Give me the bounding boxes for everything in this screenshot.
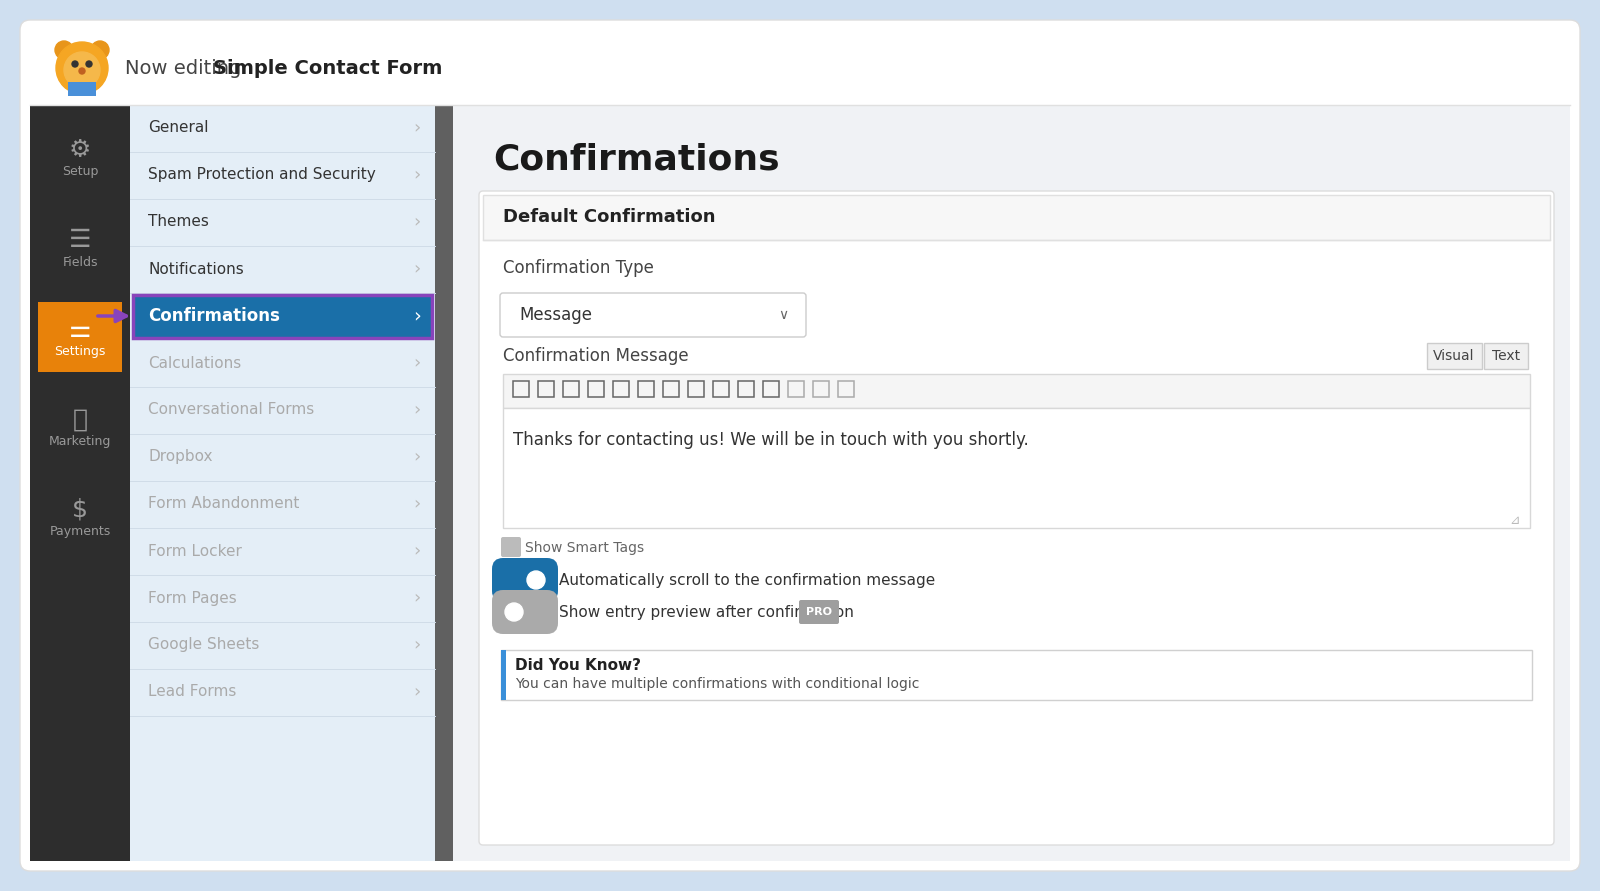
Text: ›: › <box>413 448 421 466</box>
Text: Confirmation Type: Confirmation Type <box>502 259 654 277</box>
Bar <box>501 650 1533 700</box>
Text: Show entry preview after confirmation: Show entry preview after confirmation <box>558 604 854 619</box>
Bar <box>30 105 130 861</box>
Bar <box>1427 343 1482 369</box>
Text: Thanks for contacting us! We will be in touch with you shortly.: Thanks for contacting us! We will be in … <box>514 431 1029 449</box>
Bar <box>130 105 435 861</box>
Text: ›: › <box>413 683 421 701</box>
Text: Marketing: Marketing <box>50 436 110 448</box>
Circle shape <box>56 42 109 94</box>
Bar <box>501 650 506 700</box>
Circle shape <box>72 61 78 67</box>
Circle shape <box>54 41 74 59</box>
Circle shape <box>64 52 99 88</box>
Bar <box>838 381 854 397</box>
Bar <box>589 381 605 397</box>
Bar <box>763 381 779 397</box>
Text: Conversational Forms: Conversational Forms <box>147 403 314 418</box>
Bar <box>483 195 1550 240</box>
Text: ›: › <box>413 166 421 184</box>
Text: Notifications: Notifications <box>147 261 243 276</box>
Text: ›: › <box>413 260 421 278</box>
Text: Confirmations: Confirmations <box>147 307 280 325</box>
Text: Google Sheets: Google Sheets <box>147 637 259 652</box>
Bar <box>38 302 122 372</box>
Text: ⚌: ⚌ <box>69 318 91 342</box>
Bar <box>133 295 432 338</box>
Text: Form Abandonment: Form Abandonment <box>147 496 299 511</box>
Bar <box>502 374 1530 408</box>
Text: Dropbox: Dropbox <box>147 449 213 464</box>
Text: Setup: Setup <box>62 166 98 178</box>
Bar <box>813 381 829 397</box>
Text: Fields: Fields <box>62 256 98 268</box>
Bar <box>662 381 678 397</box>
FancyBboxPatch shape <box>501 537 522 557</box>
Bar <box>613 381 629 397</box>
Text: ›: › <box>413 307 421 325</box>
Bar <box>688 381 704 397</box>
Text: ›: › <box>413 213 421 231</box>
Text: General: General <box>147 120 208 135</box>
Bar <box>502 408 1530 528</box>
Bar <box>538 381 554 397</box>
FancyBboxPatch shape <box>798 600 838 624</box>
Bar <box>638 381 654 397</box>
Circle shape <box>506 603 523 621</box>
Bar <box>453 105 1570 861</box>
Bar <box>563 381 579 397</box>
Text: Settings: Settings <box>54 346 106 358</box>
Bar <box>67 82 96 96</box>
FancyBboxPatch shape <box>499 293 806 337</box>
Text: ›: › <box>413 589 421 607</box>
Text: Did You Know?: Did You Know? <box>515 658 642 674</box>
Text: Themes: Themes <box>147 215 210 230</box>
Text: Automatically scroll to the confirmation message: Automatically scroll to the confirmation… <box>558 573 936 587</box>
Bar <box>738 381 754 397</box>
Bar <box>30 30 1570 105</box>
Text: PRO: PRO <box>806 607 832 617</box>
Text: ›: › <box>413 401 421 419</box>
Text: Form Locker: Form Locker <box>147 544 242 559</box>
FancyBboxPatch shape <box>19 20 1581 871</box>
Circle shape <box>86 61 93 67</box>
Text: ›: › <box>413 542 421 560</box>
Text: Payments: Payments <box>50 526 110 538</box>
FancyBboxPatch shape <box>493 590 558 634</box>
Bar <box>714 381 730 397</box>
Text: Calculations: Calculations <box>147 356 242 371</box>
Text: Confirmation Message: Confirmation Message <box>502 347 688 365</box>
Text: Message: Message <box>518 306 592 324</box>
Text: $: $ <box>72 498 88 522</box>
Text: ⚙: ⚙ <box>69 138 91 162</box>
Circle shape <box>526 571 546 589</box>
Bar <box>1485 343 1528 369</box>
Text: Lead Forms: Lead Forms <box>147 684 237 699</box>
Text: Visual: Visual <box>1434 349 1475 363</box>
Text: ›: › <box>413 495 421 513</box>
FancyBboxPatch shape <box>478 191 1554 845</box>
Circle shape <box>78 68 85 74</box>
Bar <box>787 381 805 397</box>
Text: Default Confirmation: Default Confirmation <box>502 208 715 226</box>
Text: Text: Text <box>1491 349 1520 363</box>
Text: Form Pages: Form Pages <box>147 591 237 606</box>
Text: ∨: ∨ <box>778 308 789 322</box>
Text: ›: › <box>413 119 421 137</box>
Text: 📢: 📢 <box>72 408 88 432</box>
Text: You can have multiple confirmations with conditional logic: You can have multiple confirmations with… <box>515 677 920 691</box>
Text: Now editing: Now editing <box>125 59 248 78</box>
Text: ›: › <box>413 636 421 654</box>
Text: Show Smart Tags: Show Smart Tags <box>525 541 645 555</box>
Text: ⊿: ⊿ <box>1509 513 1520 527</box>
Text: ☰: ☰ <box>69 228 91 252</box>
Text: Simple Contact Form: Simple Contact Form <box>213 59 442 78</box>
Text: Confirmations: Confirmations <box>493 143 779 177</box>
Bar <box>435 105 453 861</box>
Circle shape <box>91 41 109 59</box>
FancyBboxPatch shape <box>493 558 558 602</box>
Text: Spam Protection and Security: Spam Protection and Security <box>147 168 376 183</box>
Text: ›: › <box>413 354 421 372</box>
Bar <box>514 381 530 397</box>
